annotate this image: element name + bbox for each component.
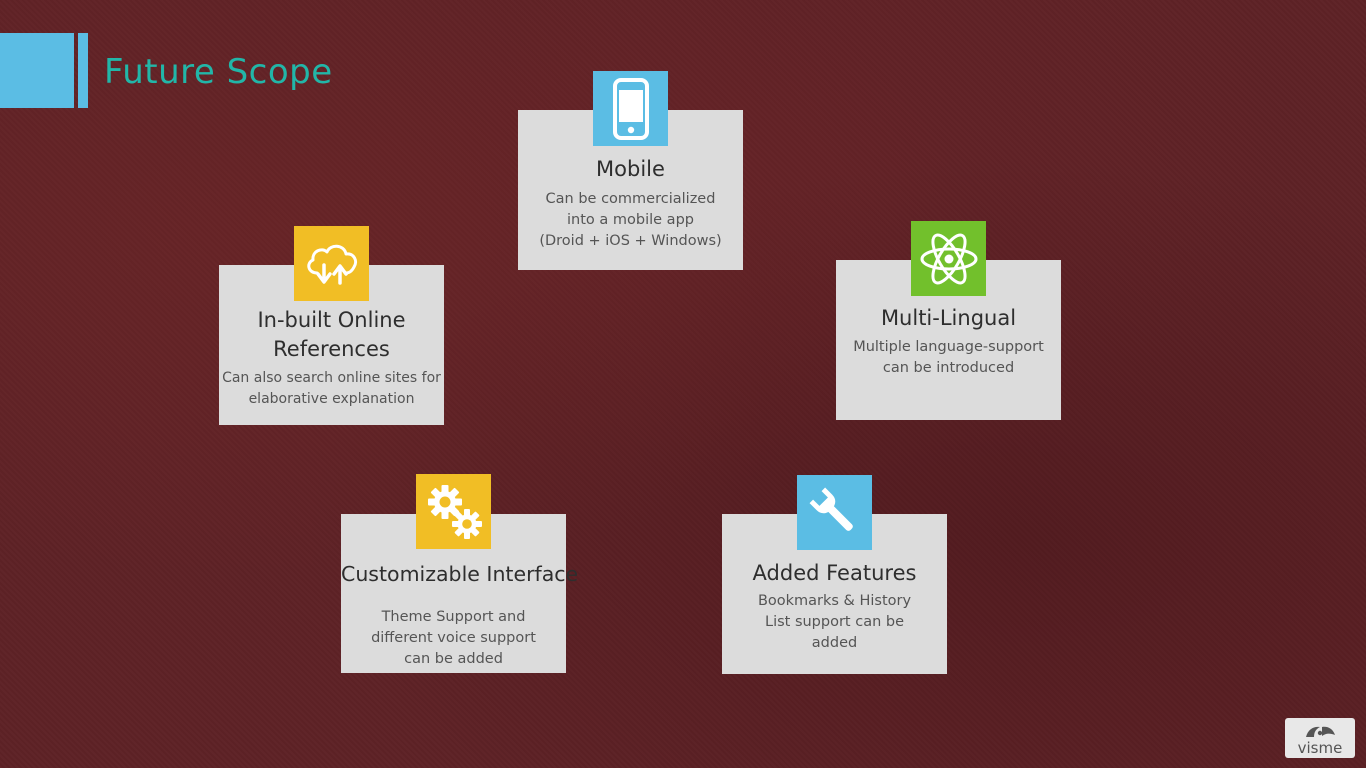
card-description: Can be commercialized into a mobile app … xyxy=(539,191,722,249)
card-title: Mobile xyxy=(596,157,665,181)
card-customizable-interface: Customizable Interface Theme Support and… xyxy=(341,514,579,673)
card-description: Can also search online sites for elabora… xyxy=(222,370,441,407)
visme-logo-mark-icon xyxy=(1306,726,1335,737)
header-accent-bar xyxy=(78,33,88,108)
card-description: Theme Support and different voice suppor… xyxy=(371,609,536,667)
card-description: Bookmarks & History List support can be … xyxy=(757,593,912,651)
mobile-phone-icon xyxy=(593,71,668,146)
cloud-sync-icon xyxy=(294,226,369,301)
wrench-icon xyxy=(797,475,872,550)
card-title: Multi-Lingual xyxy=(880,306,1017,330)
page-title: Future Scope xyxy=(104,52,333,92)
card-title: In-built Online References xyxy=(257,308,406,361)
header-accent-block xyxy=(0,33,74,108)
card-title: Added Features xyxy=(752,561,917,585)
gears-icon xyxy=(416,474,491,549)
card-added-features: Added Features Bookmarks & History List … xyxy=(722,514,947,674)
visme-logo-text: visme xyxy=(1297,739,1343,757)
visme-logo[interactable]: visme xyxy=(1285,718,1355,758)
atom-icon xyxy=(911,221,986,296)
card-title: Customizable Interface xyxy=(341,562,579,586)
card-description: Multiple language-support can be introdu… xyxy=(853,339,1044,376)
